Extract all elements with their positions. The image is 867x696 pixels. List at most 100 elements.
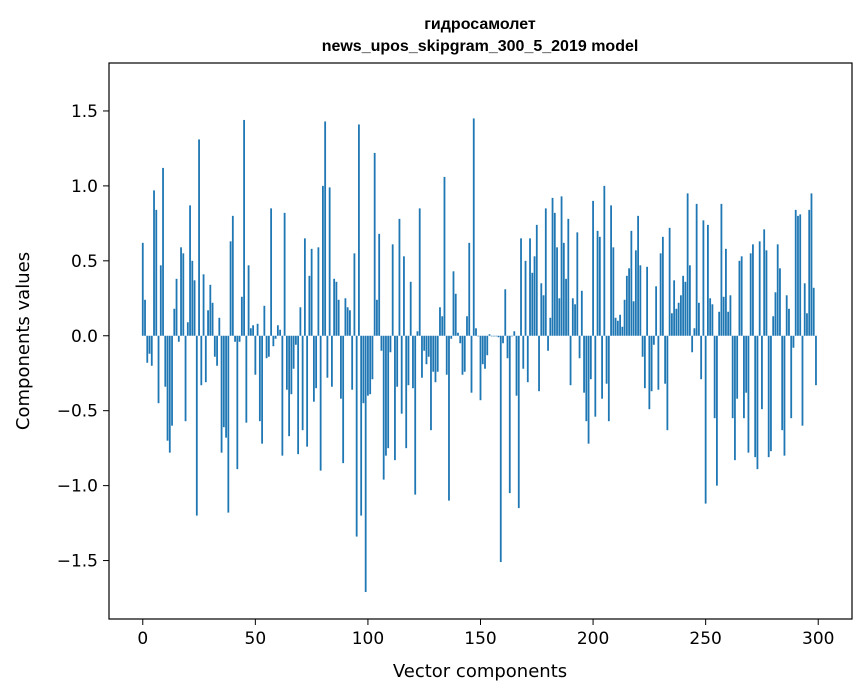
bar <box>150 335 153 366</box>
bar <box>412 335 414 389</box>
bar <box>173 308 176 336</box>
bar <box>267 335 270 357</box>
bar <box>252 325 254 336</box>
bar <box>335 281 338 336</box>
bar <box>531 272 534 336</box>
bar <box>580 290 583 336</box>
bar <box>506 335 509 359</box>
bar <box>211 302 214 336</box>
bar <box>310 248 313 336</box>
bar <box>799 214 802 336</box>
bar <box>394 335 396 461</box>
bar <box>308 275 311 336</box>
bar <box>220 335 223 453</box>
bar <box>657 335 660 390</box>
bar <box>801 335 804 426</box>
bar <box>758 241 761 336</box>
bar <box>427 335 430 357</box>
bar <box>772 316 775 336</box>
bar <box>200 335 203 386</box>
bar <box>517 335 520 509</box>
bar <box>637 215 640 336</box>
bar <box>803 283 806 336</box>
y-axis-ticks: −1.5 −1.0 −0.5 0.0 0.5 1.0 1.5 <box>57 102 109 572</box>
bar <box>450 335 453 339</box>
bar <box>409 281 412 336</box>
bar <box>159 265 162 336</box>
bar <box>243 119 245 336</box>
bar <box>466 316 468 336</box>
bar <box>520 238 522 336</box>
bar <box>358 124 360 336</box>
bar <box>711 304 714 336</box>
bar <box>141 242 144 336</box>
bar <box>430 335 432 431</box>
bar <box>272 335 275 347</box>
x-tick-label: 250 <box>689 629 721 649</box>
bar <box>756 335 759 470</box>
bar <box>628 268 631 336</box>
bar <box>538 335 540 392</box>
bar <box>270 208 273 336</box>
bar <box>790 335 793 419</box>
bar <box>792 335 795 348</box>
bar <box>571 298 574 336</box>
bar <box>333 278 336 336</box>
bar <box>745 335 748 393</box>
bar <box>153 190 155 336</box>
bar <box>515 335 518 396</box>
bar <box>806 313 808 336</box>
bar <box>544 208 547 336</box>
y-tick-label: −1.5 <box>57 552 98 572</box>
bar <box>218 317 221 336</box>
x-tick-label: 0 <box>137 629 148 649</box>
bar <box>418 208 421 336</box>
bar <box>276 325 279 336</box>
bar <box>619 314 621 336</box>
bar <box>439 307 441 336</box>
bar <box>461 335 464 375</box>
bar <box>691 335 694 353</box>
bar <box>610 205 612 336</box>
bar <box>414 335 417 495</box>
bar <box>441 316 444 336</box>
bar <box>475 328 477 336</box>
bar <box>297 335 300 455</box>
bar <box>285 335 288 390</box>
bar <box>770 335 772 452</box>
bar <box>592 200 594 336</box>
bar <box>184 335 187 422</box>
bar <box>452 271 455 336</box>
bar <box>589 335 592 380</box>
bar <box>385 335 387 456</box>
bar <box>448 335 450 501</box>
bar <box>493 335 495 337</box>
bar <box>288 335 291 437</box>
x-axis-label: Vector components <box>393 661 567 682</box>
bar <box>144 299 146 336</box>
bar <box>497 335 500 338</box>
bar <box>718 311 721 336</box>
y-tick-label: 1.0 <box>71 177 98 197</box>
bar <box>342 335 345 464</box>
bar <box>337 299 340 336</box>
bar <box>195 335 198 516</box>
bar <box>713 335 716 419</box>
bar <box>688 265 691 336</box>
bar <box>164 335 167 387</box>
x-tick-label: 200 <box>577 629 609 649</box>
bar <box>601 335 603 399</box>
bar <box>186 322 189 336</box>
bar <box>524 260 527 336</box>
bar <box>567 218 570 336</box>
bar <box>668 227 671 336</box>
bar <box>684 281 687 336</box>
bar <box>603 185 606 336</box>
bar <box>587 335 590 444</box>
bar <box>511 335 513 337</box>
bar <box>815 335 817 386</box>
bar <box>344 298 347 336</box>
bar <box>659 253 662 336</box>
bar <box>749 253 752 336</box>
bar <box>664 335 667 384</box>
